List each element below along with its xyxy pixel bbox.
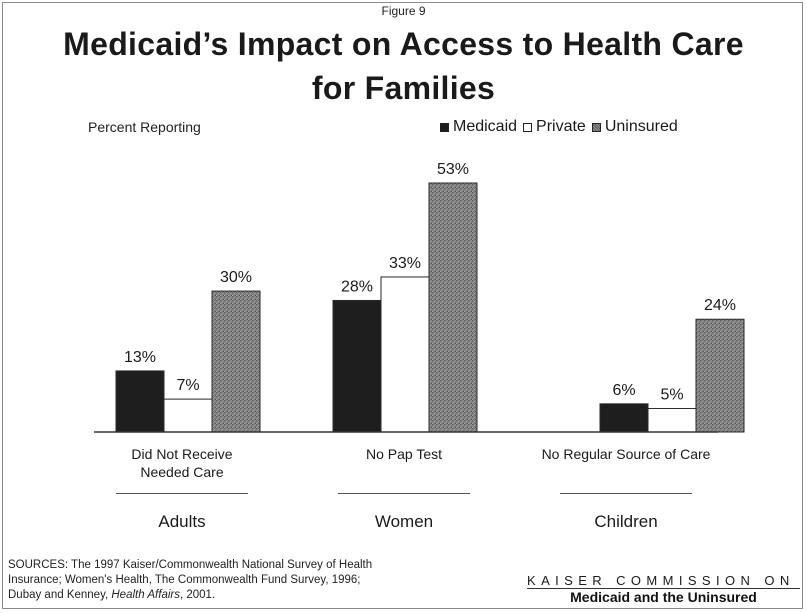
legend-swatch-medicaid — [440, 122, 449, 132]
category-label-line: No Regular Source of Care — [541, 446, 711, 462]
sources-journal: Health Affairs — [111, 589, 180, 601]
legend-item-private: Private — [523, 118, 586, 136]
bar-private-did-not-receive-needed-care — [163, 398, 213, 433]
legend-label-uninsured: Uninsured — [604, 118, 678, 135]
data-label-private-did-not-receive-needed-care: 7% — [176, 377, 199, 394]
org-name-top: KAISER COMMISSION ON — [527, 573, 800, 589]
data-label-private-no-pap-test: 33% — [389, 255, 421, 272]
category-label-no-pap-test: No Pap Test — [304, 445, 504, 463]
group-separator-adults — [116, 493, 248, 494]
bar-uninsured-did-not-receive-needed-care — [211, 290, 261, 433]
sources-line-3: Dubay and Kenney, Health Affairs, 2001. — [8, 588, 478, 603]
legend-item-uninsured: Uninsured — [591, 118, 678, 136]
legend-label-private: Private — [536, 118, 586, 135]
org-name-bottom: Medicaid and the Uninsured — [570, 589, 757, 605]
data-label-medicaid-no-pap-test: 28% — [341, 278, 373, 295]
sources-line-3-suffix: , 2001. — [179, 589, 216, 601]
sources-line-1: SOURCES: The 1997 Kaiser/Commonwealth Na… — [8, 559, 373, 571]
sources-line-2: Insurance; Women's Health, The Commonwea… — [8, 574, 361, 586]
category-label-did-not-receive-needed-care: Did Not Receive Needed Care — [82, 445, 282, 481]
data-label-uninsured-no-pap-test: 53% — [437, 161, 469, 178]
chart-legend: Medicaid Private Uninsured — [440, 118, 684, 136]
data-label-private-no-regular-source-of-care: 5% — [660, 387, 683, 404]
chart-title-line-2: for Families — [311, 70, 496, 106]
category-label-line: No Pap Test — [365, 446, 442, 462]
sources-note: SOURCES: The 1997 Kaiser/Commonwealth Na… — [8, 558, 478, 603]
data-label-uninsured-no-regular-source-of-care: 24% — [704, 297, 736, 314]
bar-private-no-regular-source-of-care — [647, 408, 697, 433]
sources-line-3-prefix: Dubay and Kenney, — [8, 589, 112, 601]
chart-title-line-1: Medicaid’s Impact on Access to Health Ca… — [63, 26, 744, 62]
bar-medicaid-did-not-receive-needed-care — [115, 370, 165, 433]
group-separator-women — [338, 493, 470, 494]
legend-label-medicaid: Medicaid — [453, 118, 518, 135]
bar-medicaid-no-pap-test — [332, 299, 382, 433]
bar-uninsured-no-pap-test — [428, 182, 478, 433]
bars-layer: 13% 7% 30% 28% 33% 53% 6% 5% 24% — [115, 161, 745, 433]
bar-private-no-pap-test — [380, 276, 430, 433]
legend-swatch-private — [523, 122, 533, 132]
group-separator-children — [560, 493, 692, 494]
legend-swatch-uninsured — [591, 122, 601, 132]
figure-label: Figure 9 — [381, 4, 426, 18]
group-label-children: Children — [594, 512, 658, 531]
legend-item-medicaid: Medicaid — [440, 118, 517, 136]
group-label-women: Women — [374, 512, 434, 531]
y-axis-caption: Percent Reporting — [88, 119, 201, 135]
group-label-adults: Adults — [158, 512, 206, 531]
category-label-line: Did Not Receive — [131, 446, 233, 462]
category-label-no-regular-source-of-care: No Regular Source of Care — [526, 445, 726, 463]
data-label-medicaid-no-regular-source-of-care: 6% — [612, 382, 635, 399]
data-label-uninsured-did-not-receive-needed-care: 30% — [220, 269, 252, 286]
bar-uninsured-no-regular-source-of-care — [695, 318, 745, 433]
data-label-medicaid-did-not-receive-needed-care: 13% — [124, 349, 156, 366]
bar-medicaid-no-regular-source-of-care — [599, 403, 649, 433]
category-label-line: Needed Care — [140, 464, 224, 480]
